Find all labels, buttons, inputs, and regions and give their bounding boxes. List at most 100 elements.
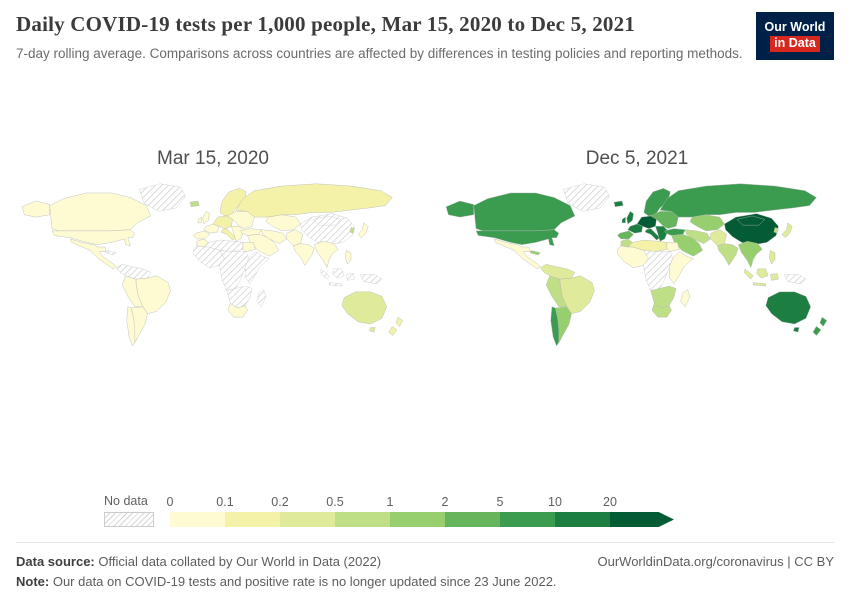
footer-row-2: Note: Our data on COVID-19 tests and pos… xyxy=(16,572,834,592)
legend-color-segment[interactable] xyxy=(225,512,280,527)
region-madagascar[interactable] xyxy=(680,289,691,308)
region-central-africa[interactable] xyxy=(219,250,249,291)
region-iceland[interactable] xyxy=(613,200,624,207)
region-united-kingdom[interactable] xyxy=(626,211,634,225)
region-united-kingdom[interactable] xyxy=(202,211,210,225)
note-text: Note: Our data on COVID-19 tests and pos… xyxy=(16,572,557,592)
region-greenland[interactable] xyxy=(563,183,610,212)
legend-tick: 0.5 xyxy=(326,495,344,509)
note-value: Our data on COVID-19 tests and positive … xyxy=(49,573,557,589)
legend-color-segment[interactable] xyxy=(555,512,610,527)
region-mexico-central-america[interactable] xyxy=(70,238,117,270)
region-italy[interactable] xyxy=(644,228,661,241)
region-egypt[interactable] xyxy=(242,242,256,252)
region-indonesia[interactable] xyxy=(319,268,355,287)
legend-tick-labels: 0 0.1 0.2 0.5 1 2 5 10 20 xyxy=(167,495,617,512)
region-south-america-north[interactable] xyxy=(540,264,576,280)
region-south-africa[interactable] xyxy=(651,303,672,318)
region-kazakhstan[interactable] xyxy=(265,214,301,232)
region-australia[interactable] xyxy=(341,291,387,333)
region-iran[interactable] xyxy=(261,229,287,244)
maps-row: Mar 15, 2020 Dec 5, 2021 xyxy=(6,148,844,385)
region-japan[interactable] xyxy=(781,222,793,239)
region-balkans[interactable] xyxy=(655,226,669,242)
legend-no-data-label: No data xyxy=(104,494,148,508)
region-italy[interactable] xyxy=(220,228,237,241)
legend-color-segment[interactable] xyxy=(335,512,390,527)
region-greenland[interactable] xyxy=(139,183,186,212)
region-france[interactable] xyxy=(203,223,219,234)
region-iberia[interactable] xyxy=(617,230,634,240)
legend-color-segment[interactable] xyxy=(500,512,555,527)
region-argentina[interactable] xyxy=(131,306,148,343)
region-east-africa[interactable] xyxy=(244,251,270,285)
region-cuba[interactable] xyxy=(529,250,541,256)
world-map-mar-15-2020 xyxy=(21,183,403,347)
legend-color-segments xyxy=(170,512,674,527)
region-indonesia[interactable] xyxy=(743,268,779,287)
legend-color-segment[interactable] xyxy=(445,512,500,527)
legend-color-segment[interactable] xyxy=(280,512,335,527)
region-new-zealand[interactable] xyxy=(388,316,403,336)
region-russia[interactable] xyxy=(235,183,393,218)
region-balkans[interactable] xyxy=(231,226,245,242)
region-iberia[interactable] xyxy=(193,230,210,240)
region-eastern-europe[interactable] xyxy=(650,211,679,229)
legend-color-segment[interactable] xyxy=(170,512,225,527)
region-south-korea[interactable] xyxy=(773,227,779,234)
region-united-states[interactable] xyxy=(21,200,136,247)
region-iran[interactable] xyxy=(685,229,711,244)
region-papua-new-guinea[interactable] xyxy=(783,274,807,285)
data-source-text: Data source: Official data collated by O… xyxy=(16,552,381,572)
region-philippines[interactable] xyxy=(769,250,776,265)
owid-coronavirus-link[interactable]: OurWorldinData.org/coronavirus | CC BY xyxy=(597,553,834,569)
legend-color-segment[interactable] xyxy=(610,512,674,527)
region-egypt[interactable] xyxy=(666,242,680,252)
region-papua-new-guinea[interactable] xyxy=(359,274,383,285)
region-ireland[interactable] xyxy=(621,216,626,224)
map-panel-left: Mar 15, 2020 xyxy=(6,148,420,385)
region-eastern-europe[interactable] xyxy=(226,211,255,229)
region-canada[interactable] xyxy=(473,192,576,232)
region-central-europe[interactable] xyxy=(636,215,657,229)
note-label: Note: xyxy=(16,573,50,589)
region-southeast-asia[interactable] xyxy=(737,241,763,268)
region-southeast-asia[interactable] xyxy=(313,241,339,268)
region-india[interactable] xyxy=(717,243,739,266)
footer-row-1: Data source: Official data collated by O… xyxy=(16,552,834,572)
region-india[interactable] xyxy=(293,243,315,266)
region-south-africa[interactable] xyxy=(227,303,248,318)
region-kazakhstan[interactable] xyxy=(689,214,725,232)
owid-logo[interactable]: Our World in Data xyxy=(756,12,834,60)
region-russia[interactable] xyxy=(659,183,817,218)
legend-tick: 0.1 xyxy=(216,495,234,509)
footer: Data source: Official data collated by O… xyxy=(16,541,834,592)
region-philippines[interactable] xyxy=(345,250,352,265)
region-china[interactable] xyxy=(300,213,355,245)
region-cuba[interactable] xyxy=(105,250,117,256)
region-united-states[interactable] xyxy=(445,200,560,247)
region-china[interactable] xyxy=(724,213,779,245)
region-south-korea[interactable] xyxy=(349,227,355,234)
region-canada[interactable] xyxy=(49,192,152,232)
map-date-label-right: Dec 5, 2021 xyxy=(585,148,689,169)
region-central-africa[interactable] xyxy=(643,250,673,291)
legend-color-scale: 0 0.1 0.2 0.5 1 2 5 10 20 xyxy=(167,495,674,527)
region-mongolia[interactable] xyxy=(736,215,765,226)
region-australia[interactable] xyxy=(765,291,811,333)
region-east-africa[interactable] xyxy=(668,251,694,285)
owid-logo-line2: in Data xyxy=(770,36,820,52)
region-central-europe[interactable] xyxy=(212,215,233,229)
region-ireland[interactable] xyxy=(197,216,202,224)
region-france[interactable] xyxy=(627,223,643,234)
region-south-america-north[interactable] xyxy=(116,264,152,280)
legend-color-segment[interactable] xyxy=(390,512,445,527)
region-new-zealand[interactable] xyxy=(812,316,827,336)
legend-no-data-swatch[interactable] xyxy=(104,512,154,527)
region-mongolia[interactable] xyxy=(312,215,341,226)
region-mexico-central-america[interactable] xyxy=(494,238,541,270)
region-madagascar[interactable] xyxy=(256,289,267,308)
region-japan[interactable] xyxy=(357,222,369,239)
region-iceland[interactable] xyxy=(189,200,200,207)
region-argentina[interactable] xyxy=(555,306,572,343)
